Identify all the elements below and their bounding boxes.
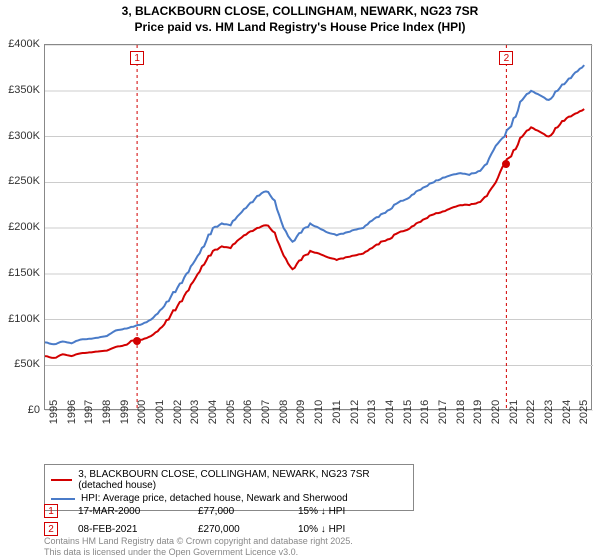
x-tick-label: 2022 bbox=[525, 400, 537, 424]
legend-row-hpi: HPI: Average price, detached house, Newa… bbox=[51, 493, 407, 504]
y-tick-label: £100K bbox=[8, 313, 40, 325]
annotation-row-1: 1 17-MAR-2000£77,00015% ↓ HPI bbox=[44, 504, 378, 518]
y-tick-label: £50K bbox=[14, 358, 40, 370]
x-tick-label: 2011 bbox=[331, 400, 343, 424]
x-tick-label: 2020 bbox=[490, 400, 502, 424]
x-tick-label: 2014 bbox=[384, 400, 396, 424]
legend-label: HPI: Average price, detached house, Newa… bbox=[81, 493, 348, 504]
series-property bbox=[45, 109, 584, 358]
legend-row-property: 3, BLACKBOURN CLOSE, COLLINGHAM, NEWARK,… bbox=[51, 469, 407, 491]
x-tick-label: 1996 bbox=[66, 400, 78, 424]
x-tick-label: 2000 bbox=[136, 400, 148, 424]
x-tick-label: 2007 bbox=[260, 400, 272, 424]
x-tick-label: 2017 bbox=[437, 400, 449, 424]
annotation-price: £270,000 bbox=[198, 524, 298, 535]
marker-dot-1 bbox=[133, 337, 141, 345]
x-tick-label: 2001 bbox=[154, 400, 166, 424]
y-tick-label: £400K bbox=[8, 38, 40, 50]
annotation-row-2: 2 08-FEB-2021£270,00010% ↓ HPI bbox=[44, 522, 378, 536]
annotation-date: 08-FEB-2021 bbox=[78, 524, 198, 535]
x-tick-label: 2023 bbox=[543, 400, 555, 424]
annotation-date: 17-MAR-2000 bbox=[78, 506, 198, 517]
annotation-table: 1 17-MAR-2000£77,00015% ↓ HPI 2 08-FEB-2021… bbox=[44, 504, 378, 540]
x-tick-label: 2019 bbox=[472, 400, 484, 424]
x-tick-label: 2008 bbox=[278, 400, 290, 424]
x-tick-label: 2018 bbox=[455, 400, 467, 424]
series-hpi bbox=[45, 65, 584, 344]
marker-dot-2 bbox=[502, 160, 510, 168]
footer-line2: This data is licensed under the Open Gov… bbox=[44, 547, 353, 558]
plot-area: 12 bbox=[44, 44, 592, 410]
annotation-delta: 10% ↓ HPI bbox=[298, 524, 378, 535]
x-tick-label: 1997 bbox=[83, 400, 95, 424]
x-tick-label: 2004 bbox=[207, 400, 219, 424]
y-tick-label: £250K bbox=[8, 175, 40, 187]
x-tick-label: 2002 bbox=[172, 400, 184, 424]
chart-title: 3, BLACKBOURN CLOSE, COLLINGHAM, NEWARK,… bbox=[0, 0, 600, 35]
chart: £0 £50K £100K £150K £200K £250K £300K £350K £400… bbox=[0, 40, 600, 460]
y-tick-label: £200K bbox=[8, 221, 40, 233]
title-line2: Price paid vs. HM Land Registry's House … bbox=[0, 20, 600, 36]
plot-svg bbox=[45, 45, 593, 411]
x-tick-label: 2013 bbox=[366, 400, 378, 424]
y-axis-labels: £0£50K£100K£150K£200K£250K£300K£350K£400… bbox=[0, 44, 42, 410]
y-tick-label: £300K bbox=[8, 130, 40, 142]
annotation-marker: 1 bbox=[44, 504, 58, 518]
y-tick-label: £150K bbox=[8, 267, 40, 279]
title-line1: 3, BLACKBOURN CLOSE, COLLINGHAM, NEWARK,… bbox=[0, 4, 600, 20]
y-tick-label: £350K bbox=[8, 84, 40, 96]
x-tick-label: 2012 bbox=[349, 400, 361, 424]
x-tick-label: 2016 bbox=[419, 400, 431, 424]
legend-swatch bbox=[51, 479, 72, 481]
footer-line1: Contains HM Land Registry data © Crown c… bbox=[44, 536, 353, 547]
x-tick-label: 2009 bbox=[295, 400, 307, 424]
x-tick-label: 2021 bbox=[508, 400, 520, 424]
y-tick-label: £0 bbox=[28, 404, 40, 416]
annotation-delta: 15% ↓ HPI bbox=[298, 506, 378, 517]
x-tick-label: 1999 bbox=[119, 400, 131, 424]
footer-attribution: Contains HM Land Registry data © Crown c… bbox=[44, 536, 353, 558]
x-tick-label: 1998 bbox=[101, 400, 113, 424]
x-axis-labels: 1995199619971998199920002001200220032004… bbox=[44, 410, 592, 460]
marker-box-1: 1 bbox=[130, 51, 144, 65]
annotation-price: £77,000 bbox=[198, 506, 298, 517]
x-tick-label: 2025 bbox=[578, 400, 590, 424]
legend-swatch bbox=[51, 498, 75, 500]
x-tick-label: 2005 bbox=[225, 400, 237, 424]
marker-box-2: 2 bbox=[499, 51, 513, 65]
x-tick-label: 2003 bbox=[189, 400, 201, 424]
legend-label: 3, BLACKBOURN CLOSE, COLLINGHAM, NEWARK,… bbox=[78, 469, 407, 491]
x-tick-label: 2024 bbox=[561, 400, 573, 424]
x-tick-label: 2006 bbox=[242, 400, 254, 424]
x-tick-label: 1995 bbox=[48, 400, 60, 424]
x-tick-label: 2010 bbox=[313, 400, 325, 424]
annotation-marker: 2 bbox=[44, 522, 58, 536]
x-tick-label: 2015 bbox=[402, 400, 414, 424]
